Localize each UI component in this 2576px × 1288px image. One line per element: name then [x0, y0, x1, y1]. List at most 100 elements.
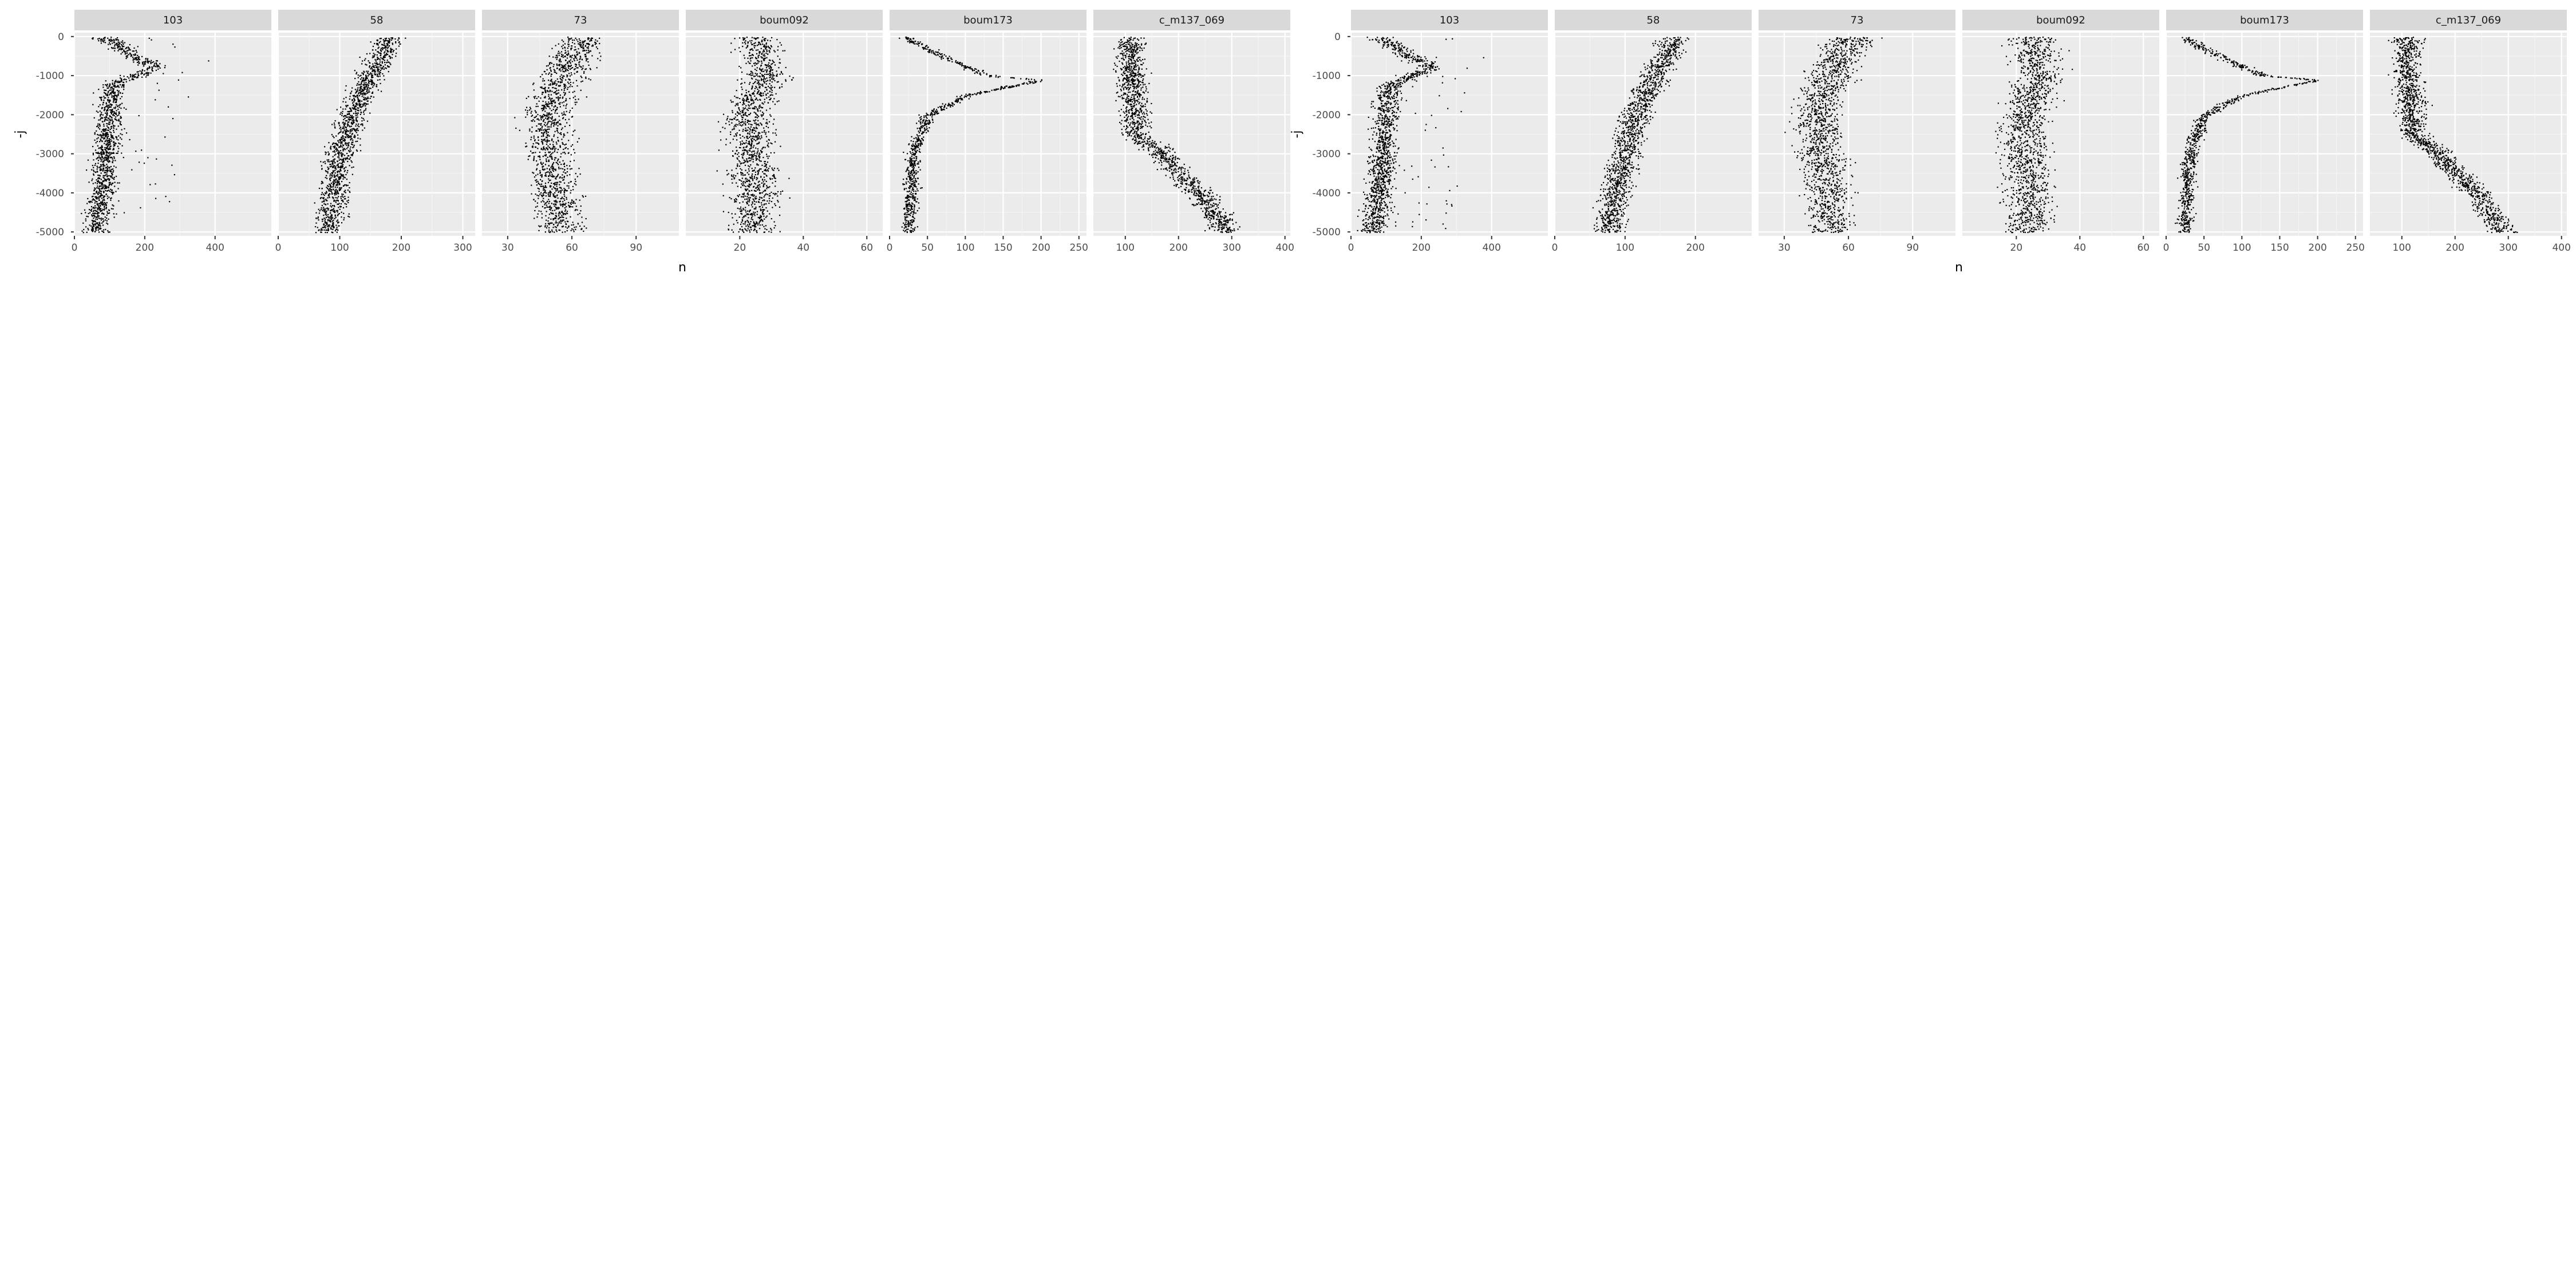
data-point — [141, 73, 143, 74]
data-point — [103, 160, 105, 161]
data-point — [548, 180, 550, 181]
data-point — [138, 62, 140, 64]
data-point — [374, 59, 376, 61]
data-point — [124, 51, 126, 53]
data-point — [331, 160, 333, 162]
data-point — [349, 216, 350, 218]
data-point — [741, 226, 743, 228]
data-point — [151, 66, 153, 68]
data-point — [346, 116, 348, 118]
data-point — [113, 152, 115, 154]
data-point — [335, 168, 337, 170]
data-point — [553, 196, 555, 197]
data-point — [333, 137, 335, 139]
data-point — [771, 85, 772, 86]
data-point — [331, 205, 334, 207]
data-point — [113, 141, 114, 143]
data-point — [104, 219, 106, 221]
data-point — [388, 38, 390, 39]
data-point — [85, 218, 86, 220]
data-point — [127, 76, 128, 78]
data-point — [750, 214, 752, 216]
data-point — [561, 89, 563, 91]
data-point — [336, 199, 338, 201]
data-point — [743, 192, 745, 194]
data-point — [342, 144, 345, 146]
data-point — [370, 88, 372, 89]
data-point — [578, 168, 580, 169]
data-point — [111, 177, 113, 179]
data-point — [335, 224, 337, 226]
data-point — [325, 170, 327, 172]
data-point — [364, 99, 366, 101]
data-point — [329, 166, 331, 168]
data-point — [588, 78, 590, 80]
data-point — [101, 183, 102, 185]
data-point — [97, 152, 99, 155]
data-point — [92, 199, 94, 200]
data-point — [550, 100, 552, 101]
data-point — [351, 130, 353, 132]
data-point — [759, 153, 761, 155]
data-point — [350, 118, 352, 121]
data-point — [323, 211, 325, 212]
data-point — [380, 52, 381, 54]
data-point — [546, 160, 547, 163]
data-point — [349, 126, 351, 128]
data-point — [579, 199, 580, 201]
data-point — [354, 129, 355, 132]
data-point — [106, 171, 108, 173]
data-point — [102, 229, 105, 231]
data-point — [326, 177, 328, 179]
data-point — [332, 171, 334, 173]
data-point — [763, 50, 765, 53]
data-point — [331, 216, 333, 218]
data-point — [542, 115, 543, 117]
data-point — [378, 63, 381, 65]
data-point — [527, 114, 528, 116]
data-point — [542, 166, 543, 168]
data-point — [769, 83, 771, 85]
data-point — [343, 191, 345, 193]
data-point — [737, 111, 738, 113]
data-point — [333, 182, 334, 184]
data-point — [552, 146, 554, 148]
data-point — [529, 106, 531, 108]
data-point — [116, 138, 118, 140]
data-point — [563, 203, 564, 205]
data-point — [112, 80, 113, 81]
data-point — [100, 228, 101, 230]
data-point — [129, 52, 131, 54]
data-point — [766, 185, 768, 187]
data-point — [109, 175, 110, 177]
data-point — [760, 160, 762, 162]
data-point — [322, 182, 324, 184]
data-point — [552, 212, 554, 214]
data-point — [149, 184, 151, 185]
data-point — [558, 207, 560, 209]
data-point — [335, 200, 337, 202]
data-point — [551, 203, 552, 204]
data-point — [582, 80, 583, 82]
data-point — [102, 176, 104, 178]
data-point — [340, 206, 342, 208]
data-point — [113, 213, 114, 215]
data-point — [374, 43, 376, 45]
data-point — [563, 176, 565, 179]
data-point — [106, 87, 108, 89]
data-point — [346, 136, 348, 137]
data-point — [567, 36, 569, 38]
data-point — [113, 176, 115, 178]
data-point — [121, 96, 123, 98]
data-point — [390, 37, 392, 39]
data-point — [339, 176, 341, 178]
data-point — [377, 39, 378, 41]
data-point — [351, 173, 353, 175]
data-point — [552, 219, 554, 220]
data-point — [119, 84, 121, 86]
data-point — [392, 54, 393, 56]
data-point — [139, 70, 141, 72]
data-point — [343, 125, 345, 127]
data-point — [108, 139, 110, 141]
data-point — [114, 125, 116, 127]
